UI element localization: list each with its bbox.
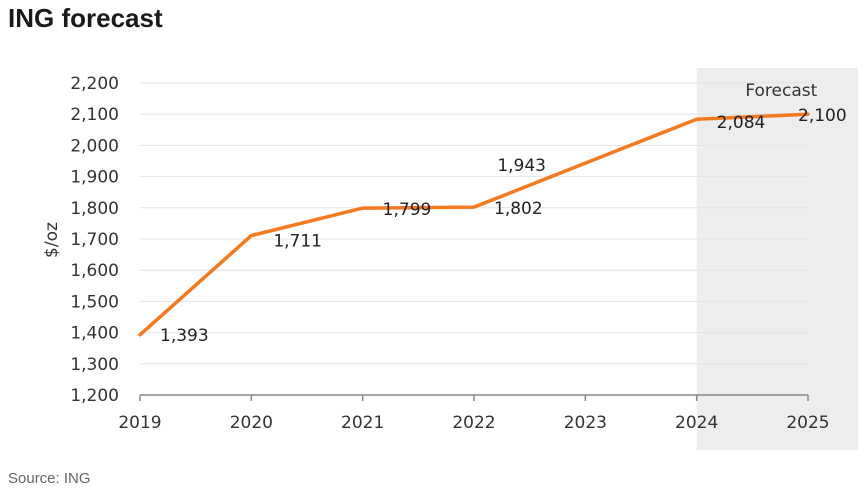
data-label: 2,100	[798, 106, 847, 126]
x-tick-label: 2025	[786, 413, 829, 433]
source-note: Source: ING	[8, 470, 91, 487]
forecast-band	[696, 68, 858, 450]
y-tick-label: 1,800	[70, 199, 119, 219]
grid-lines	[140, 82, 808, 365]
line-chart: Forecast 2019 2020 2021 2022 2023 2024 2025 1,…	[42, 68, 858, 450]
y-tick-label: 2,100	[70, 105, 119, 125]
forecast-region: Forecast	[696, 68, 858, 450]
data-label: 1,943	[497, 156, 546, 176]
series-line	[138, 112, 810, 337]
forecast-label: Forecast	[745, 81, 817, 101]
y-tick-label: 1,600	[70, 261, 119, 281]
y-tick-label: 1,500	[70, 292, 119, 312]
data-label: 2,084	[717, 113, 766, 133]
x-tick-label: 2024	[675, 413, 718, 433]
y-tick-label: 2,000	[70, 136, 119, 156]
data-labels: 1,393 1,711 1,799 1,802 1,943 2,084 2,100	[160, 106, 847, 346]
data-label: 1,799	[383, 200, 432, 220]
x-tick-label: 2022	[452, 413, 495, 433]
data-label: 1,711	[273, 232, 322, 252]
x-axis: 2019 2020 2021 2022 2023 2024 2025	[118, 394, 830, 433]
y-axis: 1,200 1,300 1,400 1,500 1,600 1,700 1,800 1,900…	[70, 74, 119, 406]
y-tick-label: 1,700	[70, 230, 119, 250]
x-tick-label: 2023	[564, 413, 607, 433]
data-label: 1,802	[494, 199, 543, 219]
y-tick-label: 2,200	[70, 74, 119, 94]
x-tick-label: 2019	[118, 413, 161, 433]
y-axis-title: $/oz	[42, 222, 62, 258]
y-tick-label: 1,300	[70, 355, 119, 375]
y-tick-label: 1,900	[70, 168, 119, 188]
chart-title: ING forecast	[8, 3, 163, 33]
x-tick-label: 2020	[230, 413, 273, 433]
y-tick-label: 1,200	[70, 386, 119, 406]
y-tick-label: 1,400	[70, 324, 119, 344]
x-tick-label: 2021	[341, 413, 384, 433]
data-label: 1,393	[160, 326, 209, 346]
